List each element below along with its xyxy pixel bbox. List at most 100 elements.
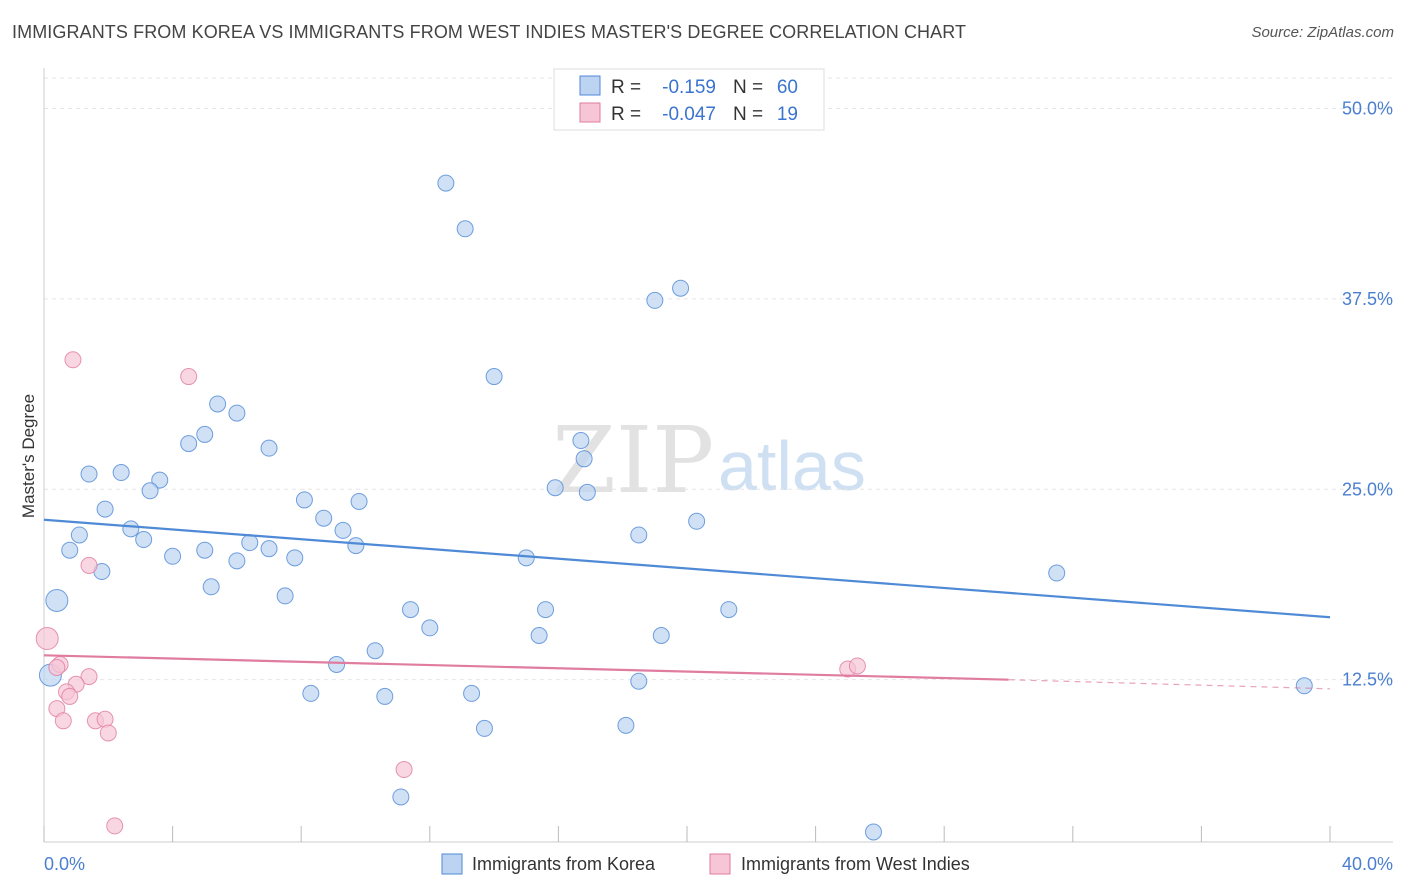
point-korea-11 <box>575 450 593 468</box>
point-korea-50 <box>630 672 648 690</box>
point-korea-0 <box>437 174 455 192</box>
point-korea-15 <box>141 482 159 500</box>
point-korea-55 <box>1295 677 1313 695</box>
point-korea-22 <box>688 512 706 530</box>
point-west-indies-2 <box>80 556 98 574</box>
point-korea-52 <box>302 684 320 702</box>
legend-swatch-west-indies <box>709 853 731 875</box>
point-west-indies-0 <box>64 351 82 369</box>
point-korea-44 <box>720 601 738 619</box>
trend-extension-west-indies <box>1008 679 1331 690</box>
y-tick-label-1: 25.0% <box>1342 479 1393 499</box>
point-west-indies-15 <box>395 761 413 779</box>
point-west-indies-16 <box>106 817 124 835</box>
point-west-indies-6 <box>80 668 98 686</box>
point-korea-59 <box>864 823 882 841</box>
stats-n-value-west-indies: 19 <box>777 104 798 125</box>
point-korea-31 <box>260 540 278 558</box>
point-korea-58 <box>392 788 410 806</box>
point-korea-34 <box>286 549 304 567</box>
trend-lines <box>43 518 1331 690</box>
legend-label-korea: Immigrants from Korea <box>472 854 656 874</box>
point-korea-46 <box>530 627 548 645</box>
point-korea-28 <box>347 537 365 555</box>
point-korea-24 <box>70 526 88 544</box>
point-korea-43 <box>537 601 555 619</box>
point-korea-10 <box>572 432 590 450</box>
point-korea-54 <box>376 687 394 705</box>
point-korea-23 <box>122 520 140 538</box>
point-west-indies-14 <box>99 724 117 742</box>
point-korea-49 <box>328 655 346 673</box>
point-korea-16 <box>546 479 564 497</box>
point-west-indies-3 <box>35 627 59 651</box>
legend: Immigrants from Korea Immigrants from We… <box>441 853 970 875</box>
trend-line-korea <box>43 518 1331 619</box>
stats-swatch-korea <box>579 75 601 96</box>
point-west-indies-9 <box>61 687 79 705</box>
y-tick-label-3: 50.0% <box>1342 98 1393 118</box>
point-korea-18 <box>295 491 313 509</box>
point-korea-39 <box>276 587 294 605</box>
stats-n-label-korea: N = <box>733 77 763 98</box>
point-korea-6 <box>228 404 246 422</box>
source-credit: Source: ZipAtlas.com <box>1251 24 1394 41</box>
point-korea-40 <box>1048 564 1066 582</box>
point-korea-56 <box>475 719 493 737</box>
point-korea-38 <box>202 578 220 596</box>
stats-swatch-west-indies <box>579 102 601 123</box>
point-korea-2 <box>646 291 664 309</box>
trend-line-west-indies <box>43 654 1009 681</box>
gridlines <box>44 77 1393 681</box>
stats-r-label-west-indies: R = <box>611 104 641 125</box>
point-korea-7 <box>196 425 214 443</box>
point-korea-32 <box>164 547 182 565</box>
point-korea-8 <box>180 435 198 453</box>
point-korea-48 <box>366 642 384 660</box>
point-korea-12 <box>80 465 98 483</box>
watermark-atlas: atlas <box>718 427 866 505</box>
stats-n-label-west-indies: N = <box>733 104 763 125</box>
point-korea-33 <box>228 552 246 570</box>
legend-label-west-indies: Immigrants from West Indies <box>741 854 970 874</box>
point-korea-42 <box>402 601 420 619</box>
x-tick-label-min: 0.0% <box>44 854 85 874</box>
point-korea-47 <box>652 627 670 645</box>
y-tick-label-0: 12.5% <box>1342 670 1393 690</box>
point-korea-20 <box>96 500 114 518</box>
point-west-indies-5 <box>48 658 66 676</box>
point-korea-14 <box>151 471 169 489</box>
point-korea-57 <box>617 716 635 734</box>
point-korea-9 <box>260 439 278 457</box>
stats-box: R = -0.159 N = 60 R = -0.047 N = 19 <box>553 68 825 131</box>
point-korea-1 <box>456 220 474 238</box>
point-korea-13 <box>112 464 130 482</box>
point-west-indies-18 <box>848 657 866 675</box>
point-korea-3 <box>672 279 690 297</box>
point-korea-27 <box>241 534 259 552</box>
point-korea-36 <box>630 526 648 544</box>
data-points <box>35 174 1313 841</box>
watermark: ZIP atlas <box>552 407 866 514</box>
point-korea-19 <box>350 492 368 510</box>
point-korea-17 <box>578 483 596 501</box>
stats-r-value-west-indies: -0.047 <box>662 104 716 125</box>
point-korea-5 <box>209 395 227 413</box>
point-korea-30 <box>196 541 214 559</box>
point-korea-25 <box>135 531 153 549</box>
y-tick-labels: 12.5% 25.0% 37.5% 50.0% <box>1342 98 1393 689</box>
point-korea-21 <box>315 509 333 527</box>
axes <box>43 68 1393 843</box>
legend-swatch-korea <box>441 853 463 875</box>
point-korea-45 <box>421 619 439 637</box>
stats-r-label-korea: R = <box>611 77 641 98</box>
point-korea-29 <box>61 541 79 559</box>
y-tick-label-2: 37.5% <box>1342 289 1393 309</box>
y-axis-label: Master's Degree <box>19 394 38 518</box>
stats-r-value-korea: -0.159 <box>662 77 716 98</box>
point-west-indies-11 <box>54 712 72 730</box>
point-west-indies-1 <box>180 368 198 386</box>
stats-n-value-korea: 60 <box>777 77 798 98</box>
x-tick-label-max: 40.0% <box>1342 854 1393 874</box>
